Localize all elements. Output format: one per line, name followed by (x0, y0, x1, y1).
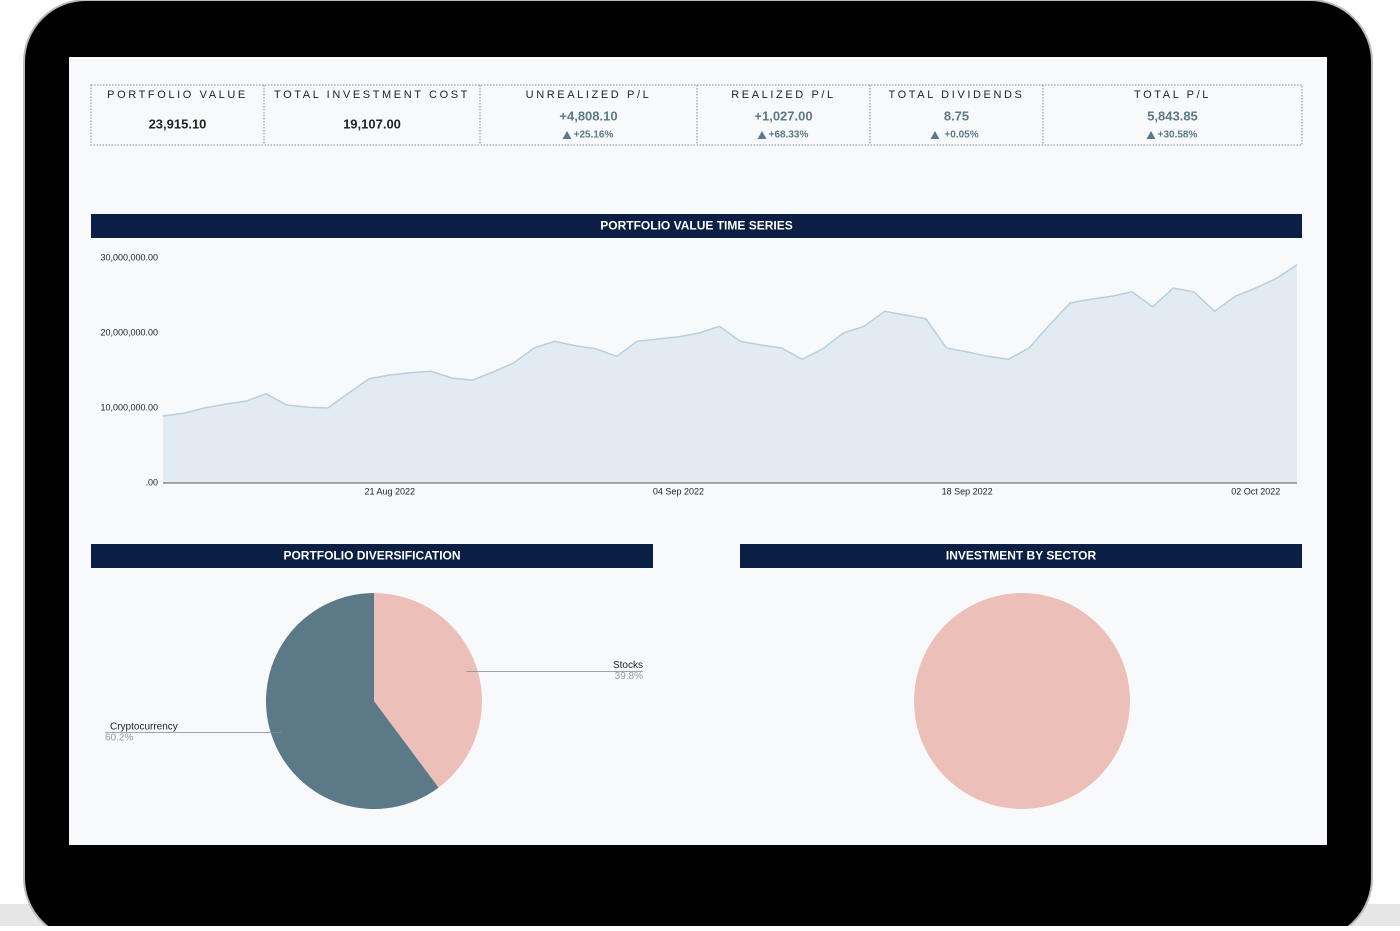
pie-slice (374, 593, 482, 788)
kpi-label: PORTFOLIO VALUE (107, 89, 248, 101)
slice-label: Stocks (613, 660, 643, 671)
x-tick-label: 04 Sep 2022 (653, 486, 704, 496)
kpi-change: +0.05% (944, 130, 978, 141)
area-line (162, 264, 1298, 417)
panel-title: INVESTMENT BY SECTOR (946, 549, 1097, 563)
panel-title: PORTFOLIO VALUE TIME SERIES (600, 219, 792, 233)
up-arrow (562, 131, 572, 139)
up-arrow (930, 131, 940, 139)
kpi-value: 8.75 (944, 108, 969, 123)
x-tick-label: 18 Sep 2022 (942, 486, 993, 496)
y-tick-label: 10,000,000.00 (100, 402, 158, 412)
slice-label: Cryptocurrency (110, 721, 178, 732)
up-arrow (757, 131, 767, 139)
up-arrow (1146, 131, 1156, 139)
y-tick-label: 20,000,000.00 (100, 327, 158, 337)
panel-header (91, 214, 1302, 238)
kpi-value: +4,808.10 (559, 108, 617, 123)
pie-slice (265, 593, 439, 809)
kpi-row: PORTFOLIO VALUE 23,915.10 TOTAL INVESTMENT… (107, 85, 1211, 145)
pie-slice (914, 593, 1130, 809)
area (163, 264, 1297, 483)
slice-percent: 60.2% (105, 732, 133, 743)
x-tick-label: 02 Oct 2022 (1231, 486, 1280, 496)
kpi-value: 19,107.00 (343, 116, 401, 131)
kpi-value: +1,027.00 (754, 108, 812, 123)
kpi-label: TOTAL INVESTMENT COST (274, 89, 470, 101)
kpi-label: TOTAL DIVIDENDS (889, 89, 1025, 101)
slice-percent: 39.8% (615, 671, 643, 682)
kpi-box (90, 84, 1303, 146)
kpi-label: UNREALIZED P/L (526, 89, 652, 101)
kpi-label: TOTAL P/L (1134, 89, 1211, 101)
kpi-change: +30.58% (1158, 130, 1198, 141)
kpi-change: +68.33% (769, 130, 809, 141)
panel-title: PORTFOLIO DIVERSIFICATION (283, 549, 460, 563)
kpi-value: 5,843.85 (1147, 108, 1198, 123)
kpi-value: 23,915.10 (149, 116, 207, 131)
kpi-label: REALIZED P/L (731, 89, 836, 101)
kpi-change: +25.16% (574, 130, 614, 141)
charts: PORTFOLIO VALUE TIME SERIES .00 10,000,000… (91, 214, 1302, 809)
y-tick-label: .00 (145, 477, 158, 487)
panel-header (740, 544, 1302, 568)
panel-header (91, 544, 653, 568)
y-tick-label: 30,000,000.00 (100, 252, 158, 262)
x-tick-label: 21 Aug 2022 (365, 486, 416, 496)
